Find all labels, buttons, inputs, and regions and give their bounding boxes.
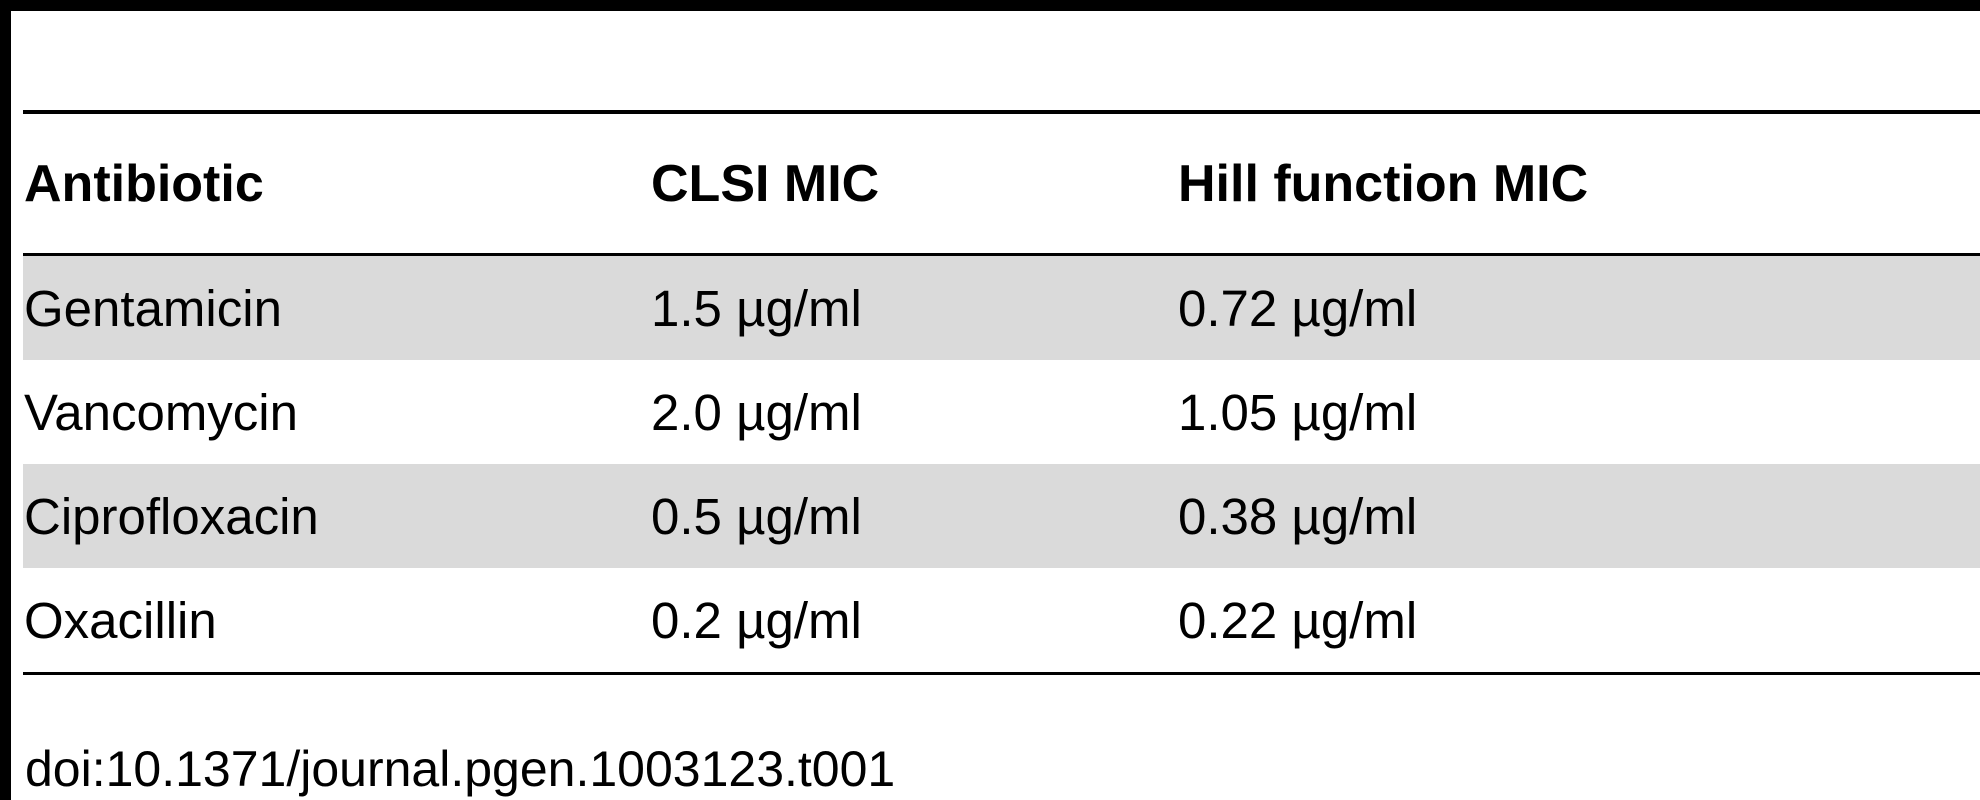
table-doi-caption: doi:10.1371/journal.pgen.1003123.t001 [25, 741, 896, 797]
table-row: Ciprofloxacin 0.5 µg/ml 0.38 µg/ml [23, 464, 1980, 568]
cell-antibiotic: Vancomycin [24, 383, 299, 441]
cell-clsi-mic: 0.5 µg/ml [651, 487, 862, 545]
table-top-rule [23, 110, 1980, 114]
cell-antibiotic: Gentamicin [24, 279, 282, 337]
header-bottom-rule [23, 253, 1980, 256]
mic-table: Antibiotic CLSI MIC Hill function MIC Ge… [23, 110, 1980, 675]
cell-hill-mic: 0.72 µg/ml [1178, 279, 1418, 337]
cell-antibiotic: Oxacillin [24, 591, 217, 649]
left-border-rule [0, 0, 11, 800]
cell-hill-mic: 0.38 µg/ml [1178, 487, 1418, 545]
cell-hill-mic: 1.05 µg/ml [1178, 383, 1418, 441]
cell-clsi-mic: 0.2 µg/ml [651, 591, 862, 649]
table-bottom-rule [23, 672, 1980, 675]
header-clsi-mic: CLSI MIC [651, 154, 880, 213]
cell-antibiotic: Ciprofloxacin [24, 487, 319, 545]
cell-clsi-mic: 1.5 µg/ml [651, 279, 862, 337]
cell-hill-mic: 0.22 µg/ml [1178, 591, 1418, 649]
table-row: Gentamicin 1.5 µg/ml 0.72 µg/ml [23, 256, 1980, 360]
table-header-row: Antibiotic CLSI MIC Hill function MIC [23, 114, 1980, 253]
header-antibiotic: Antibiotic [24, 154, 264, 213]
header-hill-function-mic: Hill function MIC [1178, 154, 1589, 213]
cell-clsi-mic: 2.0 µg/ml [651, 383, 862, 441]
top-border-rule [0, 0, 1980, 11]
table-row: Vancomycin 2.0 µg/ml 1.05 µg/ml [23, 360, 1980, 464]
table-row: Oxacillin 0.2 µg/ml 0.22 µg/ml [23, 568, 1980, 672]
